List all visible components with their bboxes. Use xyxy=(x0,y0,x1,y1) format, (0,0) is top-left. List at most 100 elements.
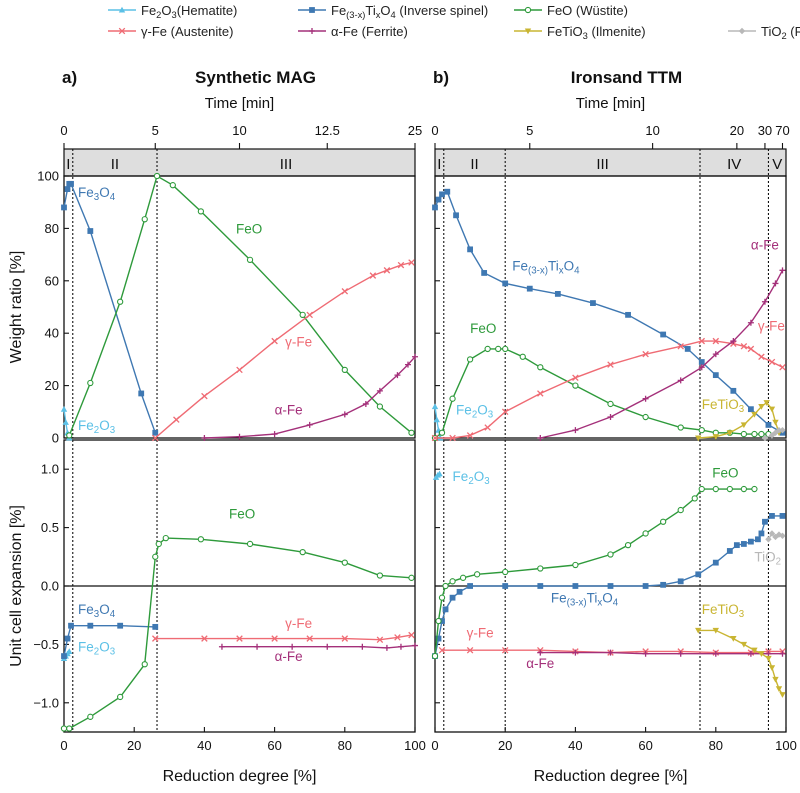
data-point-feo-top xyxy=(117,298,124,305)
data-point-feo-top xyxy=(740,430,748,438)
series-line-fe3o4-bottom xyxy=(63,625,156,657)
series-line-fe-top xyxy=(435,340,783,439)
data-point-feo-top xyxy=(438,429,446,436)
y-tick-label: −0.5 xyxy=(33,637,59,652)
data-point-fe2o3-bottom xyxy=(66,648,73,654)
annotation-fetio3: FeTiO3 xyxy=(702,397,744,415)
data-point-feo-top xyxy=(376,403,384,410)
data-point-feo-top xyxy=(537,364,544,371)
data-point-fetio3-top xyxy=(758,404,765,410)
y-tick-label: 20 xyxy=(45,378,59,393)
data-point-fe-bottom xyxy=(712,650,719,657)
data-point-fetio3-bottom xyxy=(772,676,779,683)
x-tick-label: 20 xyxy=(498,738,512,753)
data-point-fe2o3-top xyxy=(431,403,439,410)
data-point-fe-3-x-tixo4-bottom xyxy=(607,583,614,589)
legend-item-rut: TiO2 (Rutile) xyxy=(728,24,800,41)
data-point-fe-top xyxy=(341,288,349,295)
data-point-feo-bottom xyxy=(449,578,456,585)
series-line-feo-top xyxy=(68,174,412,436)
y-tick-label: 0.5 xyxy=(41,520,59,535)
data-point-feo-bottom xyxy=(642,530,649,537)
data-point-feo-bottom xyxy=(473,571,481,578)
stage-label-ii: II xyxy=(470,156,478,173)
data-point-feo-bottom xyxy=(677,506,684,514)
data-point-fe2o3-top xyxy=(433,416,440,423)
data-point-fe-3-x-tixo4-bottom xyxy=(762,518,768,525)
legend-marker-wu xyxy=(524,6,532,14)
data-point-fe-top xyxy=(404,361,411,368)
stage-label-ii: II xyxy=(111,156,119,173)
data-point-fe-3-x-tixo4-bottom xyxy=(537,583,544,589)
legend-label-hem: Fe2O3(Hematite) xyxy=(141,3,237,20)
data-point-fe-3-x-tixo4-bottom xyxy=(755,536,761,543)
time-axis-label: Time [min] xyxy=(576,95,645,112)
data-point-fe-top xyxy=(341,411,348,418)
annotation-fe: α-Fe xyxy=(275,402,303,417)
y-tick-label: 0 xyxy=(52,431,59,446)
data-point-fetio3-top xyxy=(768,406,776,413)
data-point-fe-top xyxy=(698,364,705,371)
panel-label: a) xyxy=(62,68,77,87)
data-point-fe-bottom xyxy=(412,642,418,649)
data-point-feo-top xyxy=(299,311,306,319)
data-point-fe-bottom xyxy=(289,643,296,650)
data-point-fe-3-x-tixo4-top xyxy=(684,346,691,352)
data-point-fe-top xyxy=(572,374,579,381)
legend-label-aus: γ-Fe (Austenite) xyxy=(141,24,233,39)
top-series-group xyxy=(431,188,786,442)
data-point-fe-3-x-tixo4-bottom xyxy=(467,583,474,589)
data-point-fe-3-x-tixo4-bottom xyxy=(740,541,747,547)
time-tick-label: 30 xyxy=(758,123,772,138)
series-line-fe-top xyxy=(204,356,416,439)
data-point-fe-bottom xyxy=(677,650,684,657)
x-tick-label: 100 xyxy=(775,738,797,753)
data-point-fe-bottom xyxy=(376,636,384,643)
panel-title: Ironsand TTM xyxy=(571,68,682,87)
data-point-fetio3-top xyxy=(726,430,734,436)
data-point-feo-bottom xyxy=(726,485,733,493)
data-point-feo-top xyxy=(698,426,705,434)
x-tick-label: 80 xyxy=(338,738,352,753)
x-tick-label: 0 xyxy=(60,738,67,753)
data-point-feo-bottom xyxy=(376,572,384,579)
annotation-fe2o3: Fe2O3 xyxy=(456,402,493,420)
data-point-feo-bottom xyxy=(691,495,698,502)
data-point-fe3o4-top xyxy=(61,204,67,211)
data-point-feo-top xyxy=(66,432,73,439)
data-point-fe-top xyxy=(607,414,614,421)
time-tick-label: 12.5 xyxy=(315,123,340,138)
data-point-feo-top xyxy=(197,208,205,215)
data-point-fe-3-x-tixo4-bottom xyxy=(733,542,740,549)
data-point-fe3o4-top xyxy=(64,186,71,192)
x-tick-label: 60 xyxy=(638,738,652,753)
y-axis-label-bottom: Unit cell expansion [%] xyxy=(8,505,25,667)
annotation-fe: α-Fe xyxy=(751,237,779,252)
annotation-fetio3: FeTiO3 xyxy=(702,602,744,620)
time-tick-label: 10 xyxy=(232,123,246,138)
data-point-feo-top xyxy=(519,353,526,360)
data-point-feo-bottom xyxy=(435,617,442,625)
data-point-fe-top xyxy=(537,435,544,441)
data-point-fe-3-x-tixo4-top xyxy=(526,285,533,292)
time-tick-label: 25 xyxy=(408,123,422,138)
x-tick-label: 100 xyxy=(404,738,426,753)
time-axis-label: Time [min] xyxy=(205,95,274,112)
data-point-feo-top xyxy=(341,366,348,374)
legend-item-fer: α-Fe (Ferrite) xyxy=(298,24,408,39)
annotation-fe3o4: Fe3O4 xyxy=(78,602,116,620)
data-point-fe-bottom xyxy=(779,650,786,657)
data-point-fe3o4-top xyxy=(152,429,159,436)
data-point-fe-top xyxy=(271,431,278,438)
stage-label-i: I xyxy=(437,156,441,173)
data-point-fe-top xyxy=(779,267,786,274)
time-tick-label: 20 xyxy=(730,123,744,138)
bottom-series-group xyxy=(60,534,418,732)
data-point-feo-top xyxy=(466,356,474,363)
data-point-fe2o3-top xyxy=(62,419,69,425)
data-point-fe-bottom xyxy=(306,635,313,642)
data-point-tio2-bottom xyxy=(779,532,786,539)
stage-label-v: V xyxy=(772,156,782,173)
